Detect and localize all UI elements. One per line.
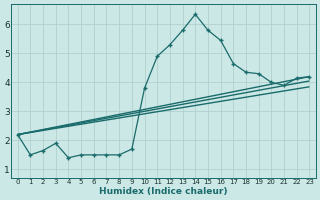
X-axis label: Humidex (Indice chaleur): Humidex (Indice chaleur): [99, 187, 228, 196]
